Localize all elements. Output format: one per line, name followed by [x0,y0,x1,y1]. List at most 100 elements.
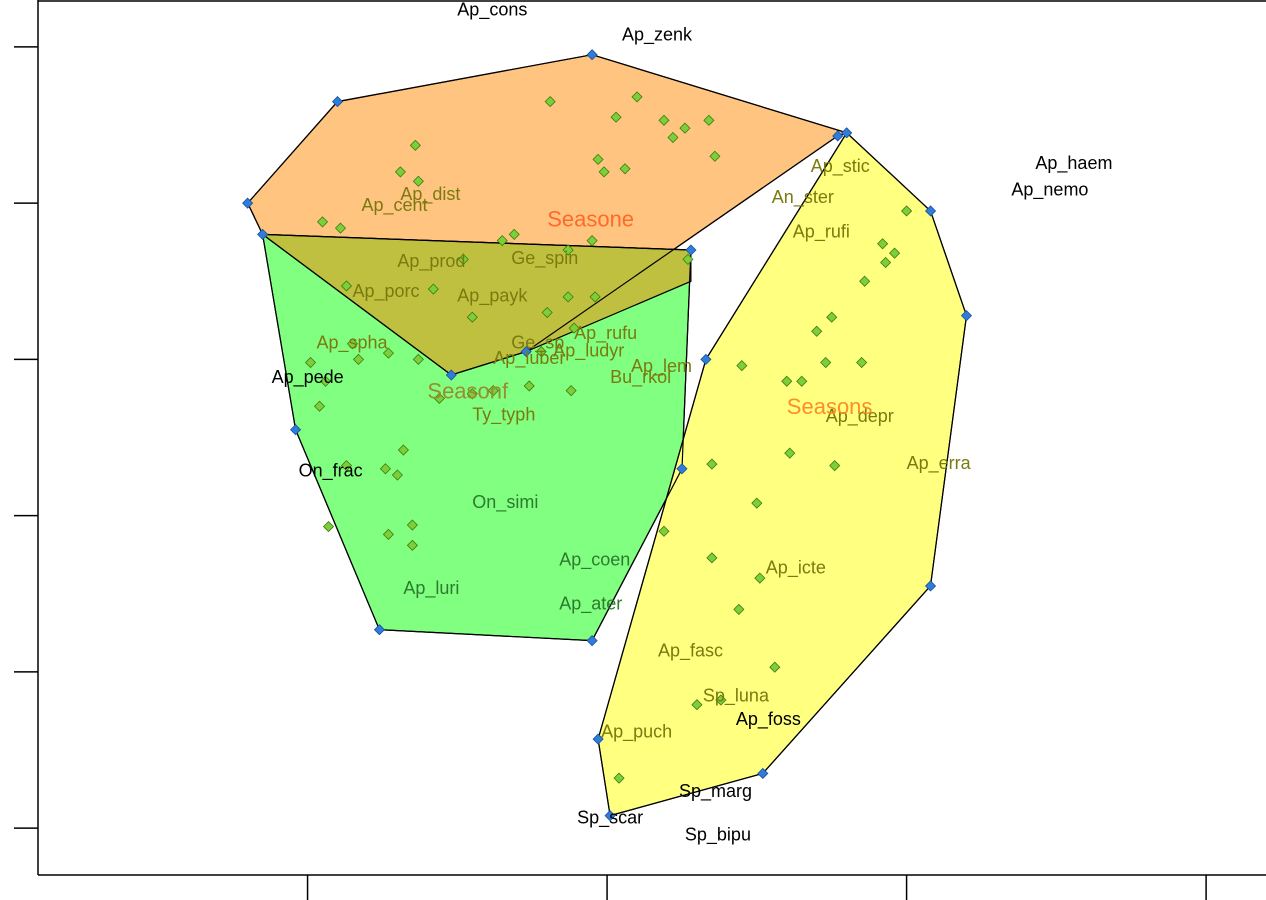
data-point [334,222,347,234]
data-point [487,385,499,397]
centroid-label-f: Seasonf [427,378,509,403]
data-point [856,356,868,369]
data-point [700,353,712,365]
data-point [562,291,574,303]
data-point [733,603,745,615]
species-label: On_frac [299,461,363,482]
species-label: Ap_erra [907,453,972,474]
data-point [610,111,622,123]
data-point [565,385,577,397]
data-point [598,166,610,178]
species-label: Ap_puch [601,722,672,743]
species-label: Sp_luna [703,686,770,707]
species-label: Ap_depr [826,406,894,427]
data-point [901,205,913,217]
data-point [715,694,727,706]
data-point [406,539,418,551]
species-label: Ap_luri [403,578,459,599]
data-point [631,91,643,103]
species-label: Ap_coen [559,550,630,571]
data-point [508,228,520,240]
data-point [703,114,715,126]
data-point [889,247,901,259]
data-point [316,216,329,228]
data-point [427,283,439,295]
species-label: Ap_cons [457,0,527,21]
data-point [706,552,718,564]
data-point [826,311,838,323]
centroid-label-e: Seasone [547,207,634,232]
data-point [445,369,457,381]
species-label: Sp_scar [577,807,643,828]
species-label: Ap_porc [353,281,420,302]
data-point [736,360,748,372]
data-point [829,460,841,472]
data-point [784,447,796,459]
data-point [685,244,697,256]
data-point [960,310,973,322]
data-point [242,197,254,209]
species-label: Sp_marg [679,781,752,802]
data-point [257,228,269,240]
centroid-label-s: Seasons [787,394,873,419]
data-point [754,572,766,584]
species-label: Ap_rufu [574,323,637,344]
data-point [520,345,532,358]
species-label: Ap_fasc [658,640,723,661]
species-label: Ge_spin [511,248,578,269]
data-point [412,353,424,365]
data-point [781,375,793,387]
data-point [924,580,937,592]
data-point [709,150,721,162]
data-point [322,520,335,533]
data-point [466,388,478,400]
species-label: Ap_haem [1035,153,1112,174]
data-points [242,49,973,822]
data-point [457,253,469,265]
species-label: Ge_sp [511,332,564,353]
data-point [433,392,445,405]
species-label: Ty_typh [472,404,535,425]
data-point [769,661,781,673]
data-point [706,458,718,470]
data-point [859,275,871,287]
species-label: Ap_cent [362,195,428,216]
data-point [658,525,670,537]
data-point [796,375,808,387]
data-point [319,375,332,387]
data-point [391,469,403,481]
species-label: Ap_rufi [793,222,850,243]
species-label: Ap_stic [811,156,870,177]
data-point [592,153,604,165]
data-point [409,139,421,151]
species-label: Ap_zenk [622,25,693,46]
data-point [382,528,394,540]
data-point [820,356,832,369]
data-point [382,347,394,359]
data-point [523,380,535,392]
species-label: Ap_spha [317,332,389,353]
data-point [340,460,353,472]
species-label: Bu_rkol [610,367,671,388]
data-point [562,244,574,256]
species-label: Ap_pede [272,367,344,388]
data-point [757,767,769,780]
data-point [682,253,694,265]
data-point [604,810,616,822]
data-point [352,353,365,365]
data-point [373,624,386,636]
data-point [667,131,679,144]
data-point [290,424,302,436]
data-point [304,356,317,369]
data-point [568,322,580,334]
species-label: Ap_prod [397,251,465,272]
species-label: On_simi [472,492,538,513]
data-point [676,463,688,475]
data-point [406,519,418,531]
group-centroid-labels: Seasone Seasonf Seasons [427,207,872,420]
data-point [346,338,359,350]
data-point [592,733,604,745]
species-label: Ap_luber [493,348,565,369]
data-point [394,166,406,178]
